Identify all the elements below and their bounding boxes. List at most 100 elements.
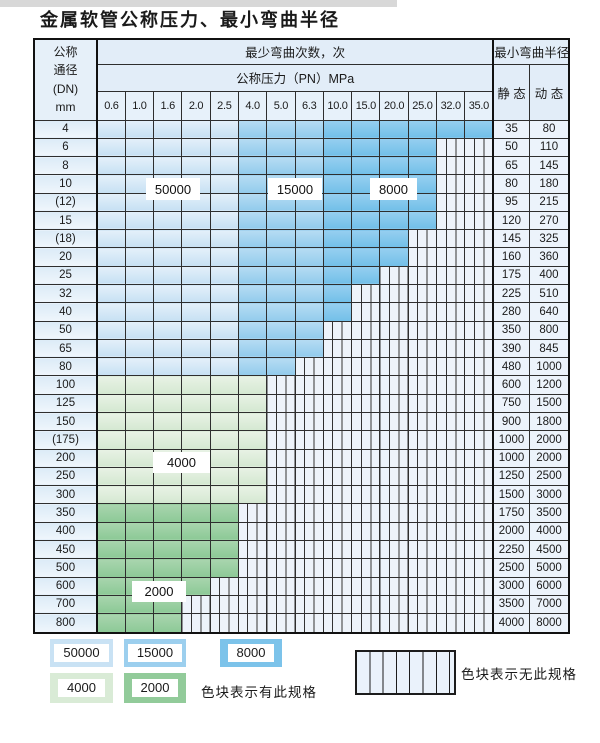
cycle-cell — [153, 284, 183, 304]
no-spec-cell — [294, 613, 324, 634]
cycle-cell — [124, 411, 155, 432]
dn-header-line: mm — [55, 100, 76, 115]
pressure-value-15.0: 15.0 — [351, 90, 381, 121]
dn-cell: 500 — [33, 558, 98, 578]
cycle-cell — [124, 466, 155, 487]
no-spec-cell — [351, 284, 381, 304]
cycle-cell — [124, 375, 155, 395]
cycle-cell — [209, 485, 239, 505]
cycle-cell — [237, 448, 268, 468]
legend-swatch-4000: 4000 — [50, 673, 113, 703]
cycle-cell — [379, 119, 409, 139]
no-spec-cell — [379, 594, 409, 615]
no-spec-cell — [209, 613, 239, 634]
no-spec-cell — [464, 284, 494, 304]
cycle-cell — [124, 229, 155, 249]
cycle-cell — [153, 302, 183, 322]
no-spec-cell — [436, 558, 466, 578]
legend-swatch-15000: 15000 — [124, 639, 186, 667]
cycle-cell — [294, 119, 324, 139]
cycle-cell — [181, 338, 211, 359]
static-radius-cell: 600 — [492, 375, 530, 395]
pressure-value-10.0: 10.0 — [322, 90, 353, 121]
legend-no-spec-note: 色块表示无此规格 — [461, 667, 577, 682]
no-spec-cell — [351, 393, 381, 414]
no-spec-cell — [436, 247, 466, 267]
dynamic-radius-cell: 5000 — [528, 558, 570, 578]
no-spec-cell — [436, 192, 466, 212]
cycle-cell — [237, 265, 268, 286]
cycle-cell — [153, 119, 183, 139]
radius-header-cell: 最小弯曲半径 — [492, 38, 570, 65]
cycle-cell — [294, 210, 324, 231]
no-spec-cell — [351, 485, 381, 505]
no-spec-cell — [351, 430, 381, 450]
legend-swatch-label: 15000 — [127, 644, 183, 662]
cycle-cell — [237, 156, 268, 176]
cycle-cell — [153, 521, 183, 541]
no-spec-cell — [322, 411, 353, 432]
cycle-cell — [153, 613, 183, 634]
cycle-cell — [209, 558, 239, 578]
table-row-dn-125: 125 750 1500 — [33, 393, 570, 414]
cycle-cell — [294, 265, 324, 286]
dynamic-radius-cell: 1200 — [528, 375, 570, 395]
no-spec-cell — [407, 503, 438, 523]
no-spec-cell — [351, 521, 381, 541]
table-row-dn-50: 50 350 800 — [33, 320, 570, 340]
cycle-cell — [209, 357, 239, 377]
cycle-cell — [209, 375, 239, 395]
cycle-cell — [181, 411, 211, 432]
cycle-cell — [96, 430, 126, 450]
no-spec-cell — [322, 357, 353, 377]
cycle-cell — [294, 229, 324, 249]
dn-cell: (12) — [33, 192, 98, 212]
no-spec-cell — [464, 411, 494, 432]
cycle-cell — [209, 174, 239, 194]
static-radius-cell: 1000 — [492, 448, 530, 468]
cycle-cell — [181, 229, 211, 249]
static-radius-cell: 3500 — [492, 594, 530, 615]
no-spec-cell — [464, 229, 494, 249]
no-spec-cell — [464, 357, 494, 377]
cycle-cell — [322, 229, 353, 249]
no-spec-cell — [379, 485, 409, 505]
cycle-cell — [407, 119, 438, 139]
cycle-cell — [237, 210, 268, 231]
no-spec-cell — [407, 375, 438, 395]
dynamic-radius-cell: 270 — [528, 210, 570, 231]
no-spec-cell — [407, 521, 438, 541]
static-radius-cell: 160 — [492, 247, 530, 267]
cycle-cell — [209, 192, 239, 212]
cycle-cell — [181, 156, 211, 176]
region-label-8000: 8000 — [370, 178, 417, 200]
static-radius-cell: 1750 — [492, 503, 530, 523]
no-spec-cell — [407, 284, 438, 304]
dynamic-radius-cell: 4000 — [528, 521, 570, 541]
cycle-cell — [379, 137, 409, 158]
legend-has-spec-note: 色块表示有此规格 — [201, 685, 317, 700]
dynamic-radius-cell: 1800 — [528, 411, 570, 432]
no-spec-cell — [379, 539, 409, 560]
cycle-cell — [96, 594, 126, 615]
static-radius-cell: 1250 — [492, 466, 530, 487]
cycle-cell — [124, 539, 155, 560]
cycle-cell — [266, 137, 296, 158]
no-spec-cell — [407, 302, 438, 322]
no-spec-cell — [407, 430, 438, 450]
region-label-2000: 2000 — [132, 581, 186, 602]
table-row-dn-100: 100 600 1200 — [33, 375, 570, 395]
table-row-dn-65: 65 390 845 — [33, 338, 570, 359]
no-spec-cell — [322, 338, 353, 359]
cycle-cell — [379, 229, 409, 249]
no-spec-cell — [407, 594, 438, 615]
table-row-dn-32: 32 225 510 — [33, 284, 570, 304]
no-spec-cell — [237, 539, 268, 560]
cycle-cell — [209, 393, 239, 414]
no-spec-cell — [322, 485, 353, 505]
no-spec-cell — [464, 521, 494, 541]
static-radius-cell: 1000 — [492, 430, 530, 450]
no-spec-cell — [322, 576, 353, 596]
no-spec-cell — [407, 558, 438, 578]
no-spec-cell — [407, 411, 438, 432]
